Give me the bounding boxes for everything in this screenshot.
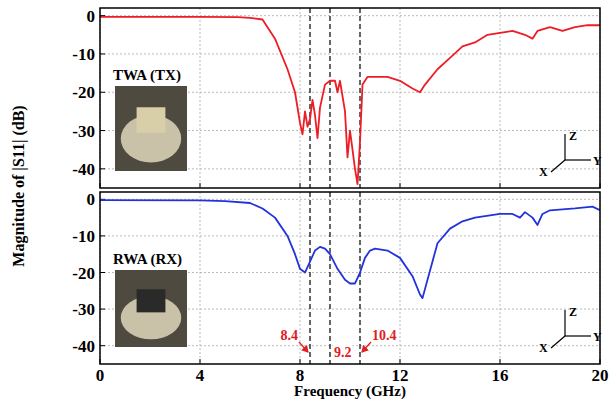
marker-arrow — [362, 342, 371, 352]
triad-axis — [565, 335, 591, 336]
plot-area — [100, 192, 600, 364]
marker-arrow — [299, 342, 308, 352]
marker-label: 10.4 — [372, 328, 397, 343]
triad-axis — [564, 134, 565, 160]
x-grid-line — [400, 192, 401, 364]
marker-line — [329, 8, 330, 188]
triad-axis — [551, 160, 565, 172]
x-tick-label: 4 — [196, 366, 205, 385]
y-tick-label: -10 — [72, 45, 95, 64]
x-tick-label: 16 — [492, 366, 509, 385]
triad-label: X — [539, 165, 548, 179]
triad-axis — [564, 310, 565, 336]
x-tick-label: 0 — [96, 366, 105, 385]
inset-photo — [115, 86, 187, 171]
x-grid-line — [200, 192, 201, 364]
y-grid-line — [100, 53, 600, 54]
y-tick-label: -20 — [72, 264, 95, 283]
plot-bg — [100, 192, 600, 364]
x-axis-title: Frequency (GHz) — [294, 383, 406, 400]
y-tick-label: -20 — [72, 83, 95, 102]
y-tick-label: -30 — [72, 122, 95, 141]
y-tick-label: 0 — [87, 7, 96, 26]
y-tick-label: -30 — [72, 300, 95, 319]
plot-bg — [100, 8, 600, 188]
marker-line — [359, 192, 360, 364]
triad-label: Z — [569, 129, 577, 143]
label-bg — [333, 345, 353, 360]
y-grid-line — [100, 235, 600, 236]
series-line — [100, 200, 600, 298]
label-bg — [371, 328, 398, 343]
x-grid-line — [400, 8, 401, 188]
y-tick-label: 0 — [87, 190, 96, 209]
inset-photo-detail — [137, 107, 166, 133]
triad-axis — [565, 159, 591, 160]
triad-label: X — [539, 341, 548, 355]
inset-photo — [115, 270, 187, 347]
plot-area — [100, 8, 600, 188]
x-grid-line — [300, 8, 301, 188]
marker-label: 9.2 — [334, 345, 352, 360]
inset-photo-detail — [137, 289, 166, 312]
inset-label: RWA (RX) — [113, 251, 182, 268]
x-grid-line — [300, 192, 301, 364]
plot-frame — [100, 192, 600, 364]
x-grid-line — [500, 8, 501, 188]
y-tick-label: -40 — [72, 160, 95, 179]
x-tick-label: 20 — [592, 366, 609, 385]
inset-label: TWA (TX) — [113, 67, 181, 84]
label-bg — [280, 328, 300, 343]
triad-axis — [551, 336, 565, 348]
x-grid-line — [500, 192, 501, 364]
triad-label: Z — [569, 305, 577, 319]
marker-line — [309, 192, 310, 364]
y-axis-title: Magnitude of |S11| (dB) — [10, 105, 28, 266]
x-grid-line — [200, 8, 201, 188]
marker-label: 8.4 — [281, 328, 299, 343]
marker-line — [329, 192, 330, 364]
chart: 0-10-20-30-40TWA (TX)ZYXMagnitude of |S1… — [0, 0, 616, 403]
y-tick-label: -40 — [72, 337, 95, 356]
marker-line — [309, 8, 310, 188]
plot-frame — [100, 8, 600, 188]
y-tick-label: -10 — [72, 227, 95, 246]
series-line — [100, 17, 600, 184]
